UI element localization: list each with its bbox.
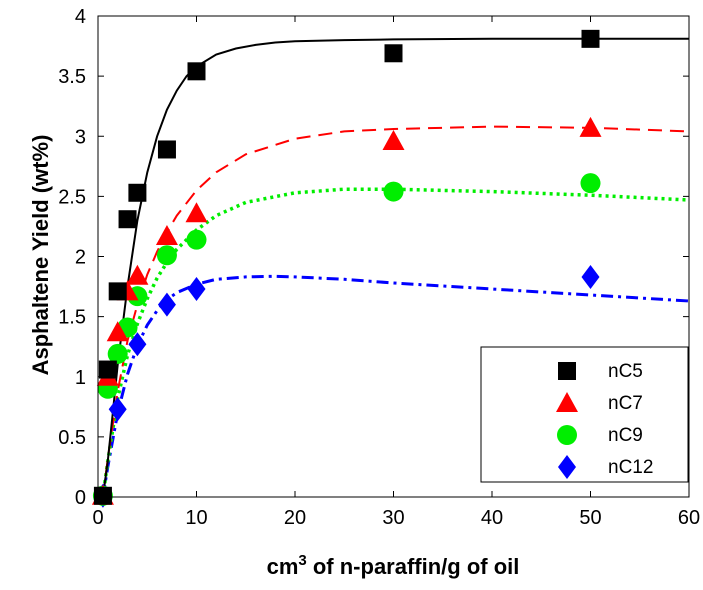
legend-label-nc12: nC12 bbox=[608, 457, 653, 478]
data-point-nc5 bbox=[128, 183, 147, 202]
data-point-nc5 bbox=[108, 282, 127, 301]
legend-label-nc9: nC9 bbox=[608, 425, 643, 446]
data-point-nc5 bbox=[157, 140, 176, 159]
data-point-nc12 bbox=[108, 397, 127, 422]
axes: 0 10 20 30 40 50 60 0 0.5 1 1.5 2 2.5 3 3.5 4 bbox=[58, 6, 700, 529]
legend: nC5 nC7 nC9 nC12 bbox=[480, 346, 689, 483]
data-point-nc9 bbox=[580, 173, 601, 194]
legend-marker-nc9 bbox=[557, 425, 577, 445]
legend-label-nc5: nC5 bbox=[608, 361, 643, 382]
y-tick-label: 0.5 bbox=[58, 427, 86, 449]
data-point-nc5 bbox=[98, 360, 117, 379]
legend-item-nc9: nC9 bbox=[557, 425, 643, 446]
y-tick-label: 0 bbox=[75, 487, 86, 509]
data-point-nc5 bbox=[118, 210, 137, 229]
data-point-nc7 bbox=[382, 130, 405, 151]
legend-box bbox=[480, 346, 689, 483]
data-point-nc5 bbox=[187, 62, 206, 81]
x-tick-label: 50 bbox=[579, 507, 601, 529]
data-point-nc9 bbox=[156, 245, 177, 266]
data-point-nc12 bbox=[187, 276, 206, 301]
x-tick-label: 60 bbox=[678, 507, 700, 529]
fit-line-nc7 bbox=[101, 125, 690, 498]
data-point-nc7 bbox=[185, 202, 208, 223]
y-axis-label: Asphaltene Yield (wt%) bbox=[28, 135, 53, 376]
y-tick-label: 3 bbox=[75, 126, 86, 148]
legend-marker-nc5 bbox=[558, 362, 576, 380]
y-tick-label: 2.5 bbox=[58, 186, 86, 208]
legend-item-nc7: nC7 bbox=[556, 392, 643, 414]
data-point-nc7 bbox=[106, 321, 129, 342]
legend-items: nC5 nC7 nC9 nC12 bbox=[556, 361, 653, 479]
data-point-nc7 bbox=[579, 116, 602, 137]
legend-label-nc7: nC7 bbox=[608, 393, 643, 414]
y-tick-label: 1 bbox=[75, 367, 86, 389]
data-point-nc12 bbox=[581, 264, 600, 289]
x-tick-label: 20 bbox=[284, 507, 306, 529]
legend-item-nc12: nC12 bbox=[558, 455, 653, 479]
data-point-nc12 bbox=[157, 292, 176, 317]
data-point-nc7 bbox=[126, 264, 149, 285]
y-tick-label: 4 bbox=[75, 6, 86, 28]
legend-marker-nc12 bbox=[558, 455, 576, 479]
y-tick-label: 3.5 bbox=[58, 66, 86, 88]
data-point-nc9 bbox=[107, 343, 128, 364]
x-tick-label: 40 bbox=[481, 507, 503, 529]
x-tick-label: 0 bbox=[92, 507, 103, 529]
data-point-nc5 bbox=[581, 29, 600, 48]
data-point-nc9 bbox=[186, 229, 207, 250]
data-point-nc9 bbox=[383, 181, 404, 202]
data-point-nc12 bbox=[128, 332, 147, 357]
legend-marker-nc7 bbox=[556, 392, 578, 412]
data-point-nc7 bbox=[155, 225, 178, 246]
legend-item-nc5: nC5 bbox=[558, 361, 643, 382]
data-point-nc5 bbox=[93, 486, 112, 505]
y-tick-label: 2 bbox=[75, 247, 86, 269]
data-point-nc5 bbox=[384, 44, 403, 63]
x-tick-label: 10 bbox=[185, 507, 207, 529]
x-axis-label: cm3 of n-paraffin/g of oil bbox=[267, 552, 520, 579]
x-tick-label: 30 bbox=[382, 507, 404, 529]
y-tick-label: 1.5 bbox=[58, 307, 86, 329]
